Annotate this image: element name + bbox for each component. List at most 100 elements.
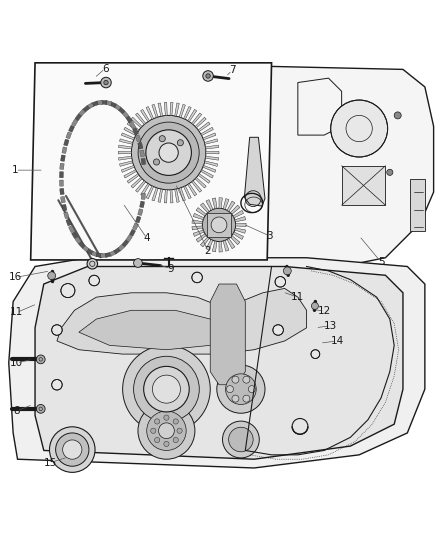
Polygon shape — [342, 166, 385, 205]
Circle shape — [155, 419, 160, 424]
FancyBboxPatch shape — [60, 196, 65, 203]
Polygon shape — [227, 201, 235, 212]
Circle shape — [36, 355, 45, 364]
Polygon shape — [205, 145, 219, 149]
Circle shape — [203, 71, 213, 81]
Circle shape — [387, 169, 393, 175]
FancyBboxPatch shape — [79, 241, 85, 248]
FancyBboxPatch shape — [114, 104, 121, 110]
Circle shape — [223, 421, 259, 458]
Circle shape — [61, 284, 75, 297]
Polygon shape — [195, 177, 206, 188]
Polygon shape — [223, 199, 229, 209]
FancyBboxPatch shape — [79, 109, 85, 116]
Polygon shape — [201, 169, 213, 178]
Polygon shape — [212, 198, 217, 209]
Circle shape — [177, 428, 182, 433]
FancyBboxPatch shape — [110, 102, 117, 108]
Circle shape — [52, 325, 62, 335]
FancyBboxPatch shape — [69, 225, 74, 232]
FancyBboxPatch shape — [101, 253, 107, 257]
Polygon shape — [207, 213, 231, 237]
Circle shape — [173, 419, 178, 424]
Circle shape — [173, 438, 178, 443]
Polygon shape — [205, 156, 219, 160]
Polygon shape — [205, 139, 218, 144]
Polygon shape — [201, 237, 209, 247]
Circle shape — [138, 402, 195, 459]
Polygon shape — [170, 190, 173, 203]
Text: 12: 12 — [318, 306, 331, 316]
Polygon shape — [175, 103, 179, 116]
Polygon shape — [124, 127, 137, 135]
Circle shape — [134, 259, 142, 268]
Polygon shape — [227, 238, 235, 249]
FancyBboxPatch shape — [126, 116, 132, 123]
FancyBboxPatch shape — [75, 237, 81, 244]
Polygon shape — [235, 228, 246, 233]
FancyBboxPatch shape — [105, 252, 112, 257]
FancyBboxPatch shape — [101, 100, 107, 104]
Text: 11: 11 — [10, 308, 23, 318]
Polygon shape — [119, 156, 132, 160]
Polygon shape — [196, 234, 206, 242]
Polygon shape — [131, 177, 142, 188]
FancyBboxPatch shape — [126, 235, 132, 242]
FancyBboxPatch shape — [130, 122, 135, 128]
Polygon shape — [184, 186, 191, 199]
Polygon shape — [141, 109, 149, 122]
Text: 6: 6 — [102, 63, 109, 74]
Polygon shape — [192, 113, 202, 125]
FancyBboxPatch shape — [138, 142, 143, 149]
Circle shape — [89, 275, 99, 286]
Circle shape — [131, 115, 206, 190]
Polygon shape — [135, 181, 145, 192]
Text: 1: 1 — [12, 165, 19, 175]
Polygon shape — [206, 239, 213, 250]
Circle shape — [211, 217, 227, 233]
FancyBboxPatch shape — [140, 201, 145, 208]
FancyBboxPatch shape — [135, 216, 141, 223]
FancyBboxPatch shape — [60, 172, 64, 178]
Polygon shape — [127, 174, 139, 183]
Polygon shape — [193, 213, 204, 220]
Text: 2: 2 — [205, 246, 212, 256]
Circle shape — [159, 143, 178, 162]
FancyBboxPatch shape — [110, 251, 117, 256]
Text: 14: 14 — [331, 336, 344, 346]
Circle shape — [275, 277, 286, 287]
Text: 4: 4 — [143, 233, 150, 243]
FancyBboxPatch shape — [92, 101, 98, 107]
Polygon shape — [235, 216, 246, 222]
FancyBboxPatch shape — [138, 209, 143, 215]
Circle shape — [273, 325, 283, 335]
FancyBboxPatch shape — [92, 251, 98, 257]
Polygon shape — [120, 161, 133, 166]
Polygon shape — [141, 183, 149, 196]
Text: 15: 15 — [44, 458, 57, 468]
FancyBboxPatch shape — [141, 158, 146, 165]
Text: 10: 10 — [10, 358, 23, 368]
FancyBboxPatch shape — [62, 147, 67, 154]
Polygon shape — [152, 104, 158, 117]
Circle shape — [104, 80, 108, 85]
FancyBboxPatch shape — [96, 100, 102, 105]
Circle shape — [331, 100, 388, 157]
Polygon shape — [121, 165, 134, 172]
Circle shape — [138, 122, 199, 183]
Polygon shape — [119, 145, 132, 149]
Polygon shape — [131, 117, 142, 128]
FancyBboxPatch shape — [133, 223, 138, 230]
Polygon shape — [205, 161, 218, 166]
Polygon shape — [188, 109, 197, 122]
FancyBboxPatch shape — [69, 125, 74, 132]
Circle shape — [151, 428, 156, 433]
FancyBboxPatch shape — [60, 163, 64, 169]
FancyBboxPatch shape — [66, 132, 71, 139]
Polygon shape — [164, 102, 167, 116]
Polygon shape — [124, 169, 137, 178]
Polygon shape — [198, 122, 210, 132]
FancyBboxPatch shape — [60, 188, 64, 195]
Circle shape — [243, 376, 250, 383]
FancyBboxPatch shape — [118, 107, 125, 114]
